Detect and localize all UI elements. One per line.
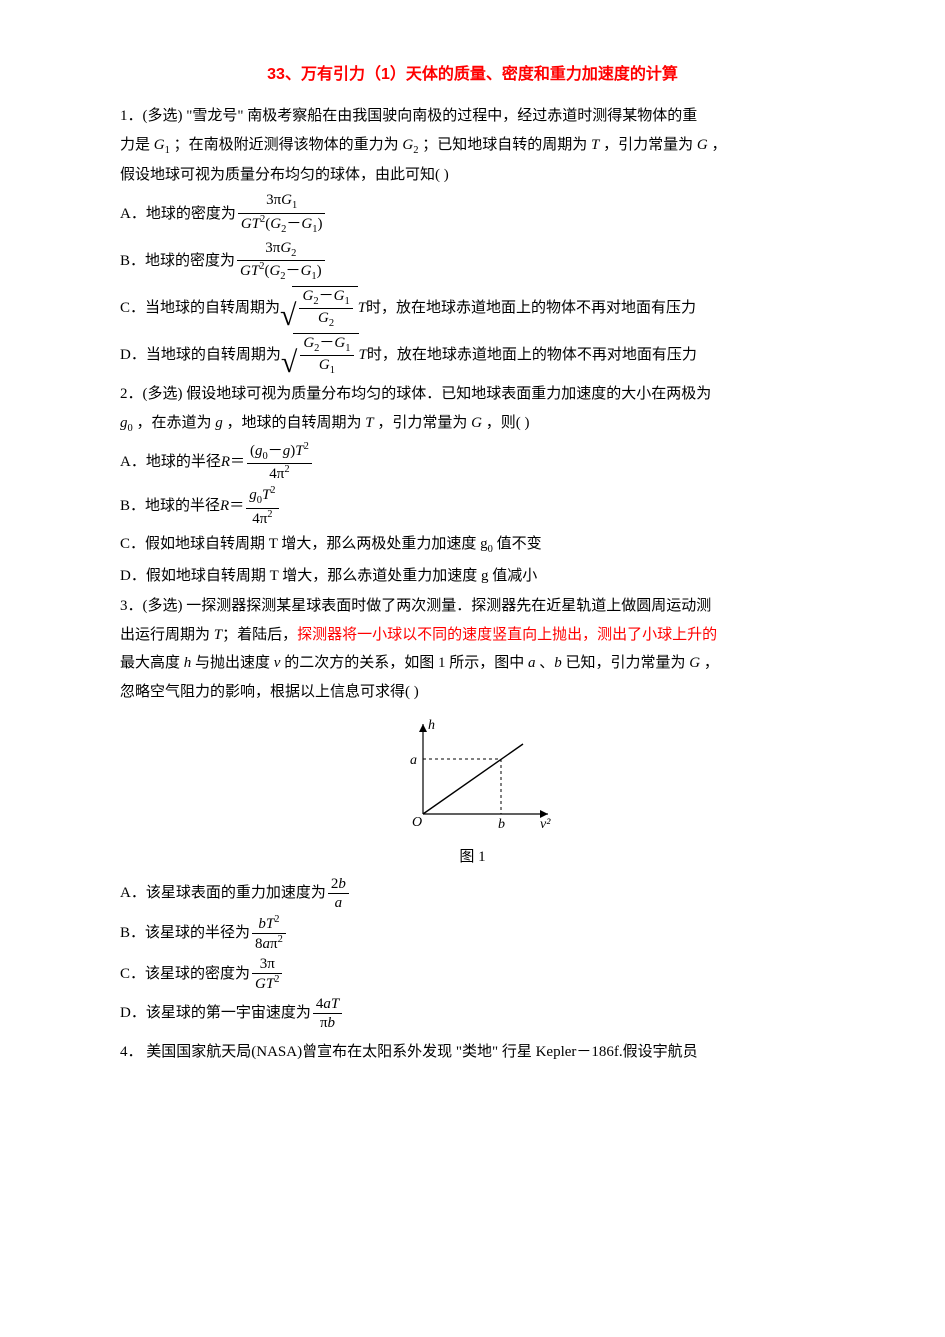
q3-stem-l3: 最大高度 h 与抛出速度 v 的二次方的关系，如图 1 所示，图中 a 、b 已… (120, 649, 825, 678)
text: ；已知地球自转的周期为 (422, 137, 591, 153)
q2-option-b: B．地球的半径 R＝ g0T2 4π2 (120, 485, 825, 528)
fraction: bT2 8aπ2 (252, 914, 286, 953)
x-axis-label: v² (540, 817, 551, 832)
q2-option-c: C．假如地球自转周期 T 增大，那么两极处重力加速度 g0 值不变 (120, 530, 825, 560)
text: ，在赤道为 (137, 415, 216, 431)
text: ，地球的自转周期为 (227, 415, 366, 431)
text: 力是 (120, 137, 154, 153)
text: 时，放在地球赤道地面上的物体不再对地面有压力 (366, 294, 696, 323)
dash-y-label: a (410, 753, 417, 768)
highlight-text: 探测器将一小球以不同的速度竖直向上抛出，测出了小球上升的 (297, 627, 717, 643)
sqrt: √ G2－G1 G1 (281, 333, 359, 378)
fraction: 3πG1 GT2(G2－G1) (238, 191, 326, 236)
q4-stem: 4． 美国国家航天局(NASA)曾宣布在太阳系外发现 "类地" 行星 Keple… (120, 1038, 825, 1067)
text: C．该星球的密度为 (120, 960, 250, 989)
fraction: g0T2 4π2 (246, 485, 278, 528)
page-title: 33、万有引力（1）天体的质量、密度和重力加速度的计算 (120, 60, 825, 90)
text: A．地球的密度为 (120, 200, 236, 229)
q1-stem-l1: 1．(多选) "雪龙号" 南极考察船在由我国驶向南极的过程中，经过赤道时测得某物… (120, 102, 825, 131)
text: 值不变 (497, 536, 542, 552)
text: A．地球的半径 (120, 448, 221, 477)
q1-stem-l3: 假设地球可视为质量分布均匀的球体，由此可知( ) (120, 161, 825, 190)
q3-stem-l2: 出运行周期为 T；着陆后，探测器将一小球以不同的速度竖直向上抛出，测出了小球上升… (120, 621, 825, 650)
text: 、 (539, 655, 554, 671)
q2-stem-l1: 2．(多选) 假设地球可视为质量分布均匀的球体．已知地球表面重力加速度的大小在两… (120, 380, 825, 409)
text: 最大高度 (120, 655, 184, 671)
q3-option-a: A．该星球表面的重力加速度为 2b a (120, 875, 825, 912)
q1-option-b: B．地球的密度为 3πG2 GT2(G2－G1) (120, 239, 825, 284)
text: C．当地球的自转周期为 (120, 294, 280, 323)
q1-option-c: C．当地球的自转周期为 √ G2－G1 G2 T 时，放在地球赤道地面上的物体不… (120, 286, 825, 331)
text: B．地球的半径 (120, 492, 220, 521)
text: ，引力常量为 (603, 137, 697, 153)
q3-stem-l4: 忽略空气阻力的影响，根据以上信息可求得( ) (120, 678, 825, 707)
text: A．该星球表面的重力加速度为 (120, 879, 326, 908)
q3-stem-l1: 3．(多选) 一探测器探测某星球表面时做了两次测量．探测器先在近星轨道上做圆周运… (120, 592, 825, 621)
text: 已知，引力常量为 (565, 655, 689, 671)
q2-option-d: D．假如地球自转周期 T 增大，那么赤道处重力加速度 g 值减小 (120, 562, 825, 591)
text: ， (704, 655, 719, 671)
fraction: 3πG2 GT2(G2－G1) (237, 239, 325, 284)
text: B．地球的密度为 (120, 247, 235, 276)
q3-option-c: C．该星球的密度为 3π GT2 (120, 955, 825, 993)
text: C．假如地球自转周期 T 增大，那么两极处重力加速度 g (120, 536, 488, 552)
q1-stem-l2: 力是 G1 ；在南极附近测得该物体的重力为 G2 ；已知地球自转的周期为 T ，… (120, 131, 825, 161)
y-axis-label: h (428, 718, 435, 733)
text: 3π (266, 192, 281, 208)
text: ；在南极附近测得该物体的重力为 (174, 137, 403, 153)
text: D．当地球的自转周期为 (120, 341, 281, 370)
text: D．该星球的第一宇宙速度为 (120, 999, 311, 1028)
text: ，引力常量为 (377, 415, 471, 431)
q3-option-d: D．该星球的第一宇宙速度为 4aT πb (120, 995, 825, 1032)
fraction: (g0－g)T2 4π2 (247, 441, 312, 484)
text: 的二次方的关系，如图 1 所示，图中 (284, 655, 528, 671)
text: 与抛出速度 (195, 655, 274, 671)
text: ，则( ) (486, 415, 530, 431)
origin-label: O (412, 815, 422, 830)
q3-figure: h v² a b O 图 1 (120, 714, 825, 871)
text: ， (711, 137, 726, 153)
q2-option-a: A．地球的半径 R＝ (g0－g)T2 4π2 (120, 441, 825, 484)
q2-stem-l2: g0 ，在赤道为 g ，地球的自转周期为 T ，引力常量为 G ，则( ) (120, 409, 825, 439)
chart-svg: h v² a b O (388, 714, 558, 834)
fraction: 4aT πb (313, 995, 342, 1032)
text: 时，放在地球赤道地面上的物体不再对地面有压力 (367, 341, 697, 370)
text: 3π (265, 240, 280, 256)
text: B．该星球的半径为 (120, 919, 250, 948)
sqrt: √ G2－G1 G2 (280, 286, 358, 331)
q1-option-a: A．地球的密度为 3πG1 GT2(G2－G1) (120, 191, 825, 236)
dash-x-label: b (498, 817, 505, 832)
figure-caption: 图 1 (120, 843, 825, 872)
q1-option-d: D．当地球的自转周期为 √ G2－G1 G1 T 时，放在地球赤道地面上的物体不… (120, 333, 825, 378)
fraction: 3π GT2 (252, 955, 282, 993)
q3-option-b: B．该星球的半径为 bT2 8aπ2 (120, 914, 825, 953)
fraction: 2b a (328, 875, 349, 912)
